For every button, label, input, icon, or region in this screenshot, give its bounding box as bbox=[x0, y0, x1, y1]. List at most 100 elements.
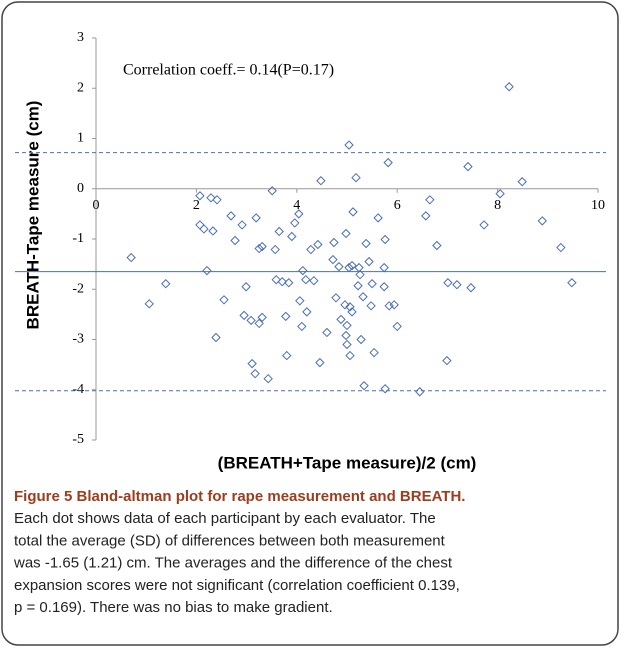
point bbox=[257, 241, 267, 252]
point bbox=[442, 355, 452, 366]
caption-line: was -1.65 (1.21) cm. The averages and th… bbox=[13, 555, 453, 572]
y-tick-label: -3 bbox=[72, 332, 84, 347]
point bbox=[306, 244, 316, 255]
point bbox=[358, 292, 368, 302]
point bbox=[364, 256, 374, 267]
point bbox=[380, 234, 390, 245]
point bbox=[251, 213, 261, 223]
annotation: Correlation coeff.= 0.14(P=0.17) bbox=[123, 62, 334, 79]
point bbox=[341, 228, 351, 239]
point bbox=[336, 314, 346, 325]
point bbox=[219, 295, 229, 305]
point bbox=[479, 220, 489, 230]
caption-line: expansion scores were not significant (c… bbox=[14, 577, 460, 594]
point bbox=[366, 301, 376, 311]
point bbox=[226, 211, 236, 221]
point bbox=[353, 281, 363, 291]
x-tick-label: 8 bbox=[494, 198, 501, 213]
point bbox=[206, 193, 216, 203]
point bbox=[334, 261, 344, 272]
point bbox=[263, 373, 273, 384]
point bbox=[315, 357, 325, 368]
point bbox=[432, 240, 442, 251]
point bbox=[199, 224, 209, 234]
y-tick-label: -1 bbox=[72, 231, 84, 246]
point bbox=[270, 244, 280, 255]
point bbox=[281, 311, 291, 322]
point bbox=[341, 330, 351, 341]
y-tick-label: -4 bbox=[72, 382, 84, 397]
point bbox=[290, 218, 300, 228]
point bbox=[282, 350, 292, 361]
point bbox=[344, 262, 354, 273]
point bbox=[351, 172, 361, 183]
point bbox=[271, 274, 281, 285]
point bbox=[287, 231, 297, 242]
point bbox=[567, 278, 577, 288]
y-tick-label: 1 bbox=[77, 131, 84, 146]
x-tick-label: 4 bbox=[293, 198, 300, 213]
point bbox=[277, 277, 287, 287]
y-tick-label: 2 bbox=[77, 80, 84, 95]
caption-title: Figure 5 Bland-altman plot for rape meas… bbox=[14, 488, 465, 505]
y-axis-title: BREATH-Tape measure (cm) bbox=[23, 101, 42, 330]
y-tick-label: 0 bbox=[77, 181, 84, 196]
point bbox=[389, 300, 399, 310]
point bbox=[342, 339, 352, 350]
point bbox=[356, 334, 366, 345]
point bbox=[421, 211, 431, 221]
point bbox=[294, 209, 304, 219]
x-tick-label: 10 bbox=[591, 198, 605, 213]
point bbox=[556, 242, 566, 253]
point bbox=[144, 299, 154, 309]
point bbox=[415, 387, 425, 397]
point bbox=[340, 300, 350, 310]
point bbox=[254, 243, 264, 254]
caption-line: p = 0.169). There was no bias to make gr… bbox=[14, 599, 333, 616]
point bbox=[316, 176, 326, 186]
point bbox=[284, 278, 294, 288]
point bbox=[239, 310, 249, 321]
point bbox=[466, 283, 476, 293]
caption-line: Each dot shows data of each participant … bbox=[14, 510, 436, 527]
point bbox=[297, 321, 307, 332]
point bbox=[359, 381, 369, 391]
point bbox=[241, 282, 251, 292]
point bbox=[212, 195, 222, 205]
point bbox=[344, 140, 354, 150]
point bbox=[250, 368, 260, 379]
point bbox=[392, 321, 402, 332]
point bbox=[309, 275, 319, 286]
point bbox=[208, 226, 218, 236]
point bbox=[246, 315, 256, 326]
point bbox=[369, 347, 379, 358]
point bbox=[302, 307, 312, 317]
y-tick-label: 3 bbox=[77, 30, 84, 45]
point bbox=[195, 191, 205, 201]
point bbox=[328, 254, 338, 265]
point bbox=[367, 279, 377, 289]
point bbox=[331, 293, 341, 303]
point bbox=[347, 307, 357, 317]
point bbox=[295, 296, 305, 306]
point bbox=[452, 280, 462, 290]
y-tick-label: -5 bbox=[72, 432, 84, 447]
point bbox=[322, 327, 332, 338]
x-tick-label: 6 bbox=[394, 198, 401, 213]
point bbox=[301, 274, 311, 285]
point bbox=[379, 282, 389, 292]
point bbox=[267, 186, 277, 196]
point bbox=[257, 312, 267, 323]
point bbox=[345, 302, 355, 312]
point bbox=[379, 262, 389, 273]
point bbox=[230, 235, 240, 246]
x-tick-label: 2 bbox=[193, 198, 200, 213]
point bbox=[517, 177, 527, 187]
point bbox=[254, 318, 264, 329]
point bbox=[355, 269, 365, 280]
point bbox=[342, 320, 352, 331]
point bbox=[237, 220, 247, 230]
